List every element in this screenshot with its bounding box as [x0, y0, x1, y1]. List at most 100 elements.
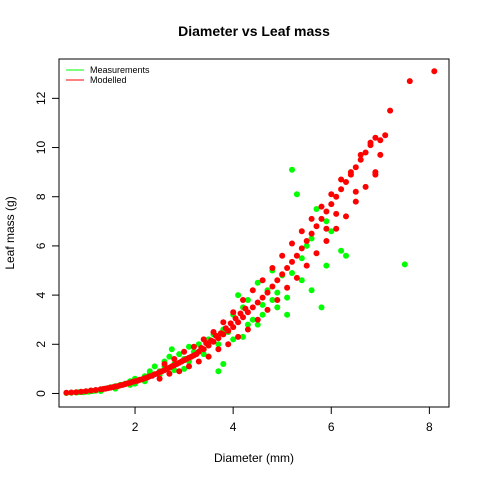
- legend-label-modelled: Modelled: [90, 75, 127, 85]
- data-point-measurements-30: [186, 343, 192, 350]
- legend: Measurements Modelled: [61, 61, 165, 89]
- y-tick-label-2: 2: [34, 341, 48, 348]
- data-point-modelled-120: [203, 340, 210, 347]
- data-point-modelled-110: [357, 151, 364, 158]
- data-point-modelled-116: [352, 188, 359, 195]
- data-point-modelled-136: [159, 368, 165, 375]
- legend-label-measurements: Measurements: [90, 65, 150, 75]
- x-axis: 2 4 6 8: [132, 407, 433, 434]
- data-point-measurements-54: [303, 242, 310, 249]
- data-point-measurements-74: [308, 287, 315, 294]
- data-point-modelled-91: [264, 306, 271, 313]
- x-axis-label: Diameter (mm): [214, 451, 294, 465]
- data-point-modelled-5: [87, 387, 94, 394]
- data-point-modelled-68: [431, 68, 438, 75]
- data-point-modelled-86: [240, 297, 246, 303]
- data-point-modelled-93: [274, 297, 281, 303]
- y-axis: 0 2 4 6 8 10 12: [34, 91, 59, 397]
- y-tick-label-10: 10: [34, 141, 48, 155]
- data-point-modelled-107: [343, 213, 349, 220]
- data-point-measurements-53: [298, 277, 305, 284]
- data-point-modelled-54: [328, 201, 335, 208]
- data-point-modelled-111: [362, 183, 369, 190]
- data-point-modelled-135: [193, 351, 200, 358]
- data-point-measurements-71: [269, 297, 276, 303]
- data-point-modelled-2: [73, 389, 80, 396]
- data-point-modelled-146: [110, 384, 116, 391]
- data-point-measurements-75: [323, 262, 330, 269]
- data-point-modelled-130: [168, 363, 175, 370]
- data-point-modelled-39: [254, 299, 261, 306]
- data-point-modelled-122: [213, 332, 219, 339]
- data-point-modelled-4: [83, 388, 89, 395]
- data-point-modelled-97: [293, 274, 300, 281]
- data-point-modelled-53: [323, 208, 330, 215]
- data-point-measurements-68: [220, 361, 227, 367]
- points-layer: [63, 68, 438, 396]
- chart-title: Diameter vs Leaf mass: [178, 23, 330, 39]
- data-point-modelled-98: [298, 228, 305, 235]
- data-point-measurements-60: [338, 247, 345, 254]
- data-point-modelled-125: [227, 320, 234, 327]
- data-point-measurements-69: [240, 333, 246, 340]
- data-point-measurements-61: [343, 252, 349, 259]
- data-point-modelled-123: [217, 330, 224, 337]
- data-point-modelled-108: [347, 169, 354, 176]
- data-point-modelled-48: [298, 245, 305, 252]
- data-point-measurements-86: [244, 321, 251, 328]
- data-point-measurements-43: [249, 316, 256, 323]
- data-point-measurements-64: [146, 368, 153, 375]
- data-point-measurements-28: [176, 351, 183, 358]
- data-point-modelled-114: [377, 151, 384, 158]
- data-point-modelled-65: [382, 132, 389, 139]
- data-point-modelled-147: [105, 385, 112, 392]
- data-point-modelled-104: [328, 191, 335, 198]
- data-point-modelled-89: [254, 316, 261, 323]
- data-point-modelled-55: [333, 193, 340, 200]
- data-point-modelled-85: [235, 333, 242, 340]
- data-point-measurements-89: [289, 270, 295, 276]
- data-point-modelled-129: [163, 365, 170, 372]
- data-point-modelled-137: [154, 370, 161, 377]
- data-point-modelled-67: [406, 78, 413, 85]
- data-point-modelled-118: [323, 225, 330, 232]
- data-point-modelled-145: [114, 383, 121, 390]
- data-point-measurements-56: [313, 206, 320, 212]
- data-point-modelled-70: [161, 361, 168, 367]
- data-point-modelled-83: [225, 341, 232, 348]
- data-point-modelled-138: [149, 372, 156, 379]
- plot-frame: [58, 58, 450, 408]
- data-point-modelled-84: [230, 309, 237, 316]
- data-point-modelled-96: [289, 240, 295, 247]
- data-point-measurements-59: [328, 228, 335, 235]
- series-modelled: [63, 68, 438, 396]
- data-point-measurements-22: [151, 363, 158, 370]
- data-point-modelled-87: [244, 326, 251, 333]
- data-point-modelled-50: [308, 230, 315, 237]
- data-point-modelled-103: [323, 238, 330, 244]
- data-point-modelled-61: [362, 149, 369, 156]
- data-point-modelled-74: [181, 348, 188, 355]
- data-point-modelled-100: [308, 215, 315, 222]
- data-point-measurements-62: [401, 261, 408, 268]
- data-point-modelled-142: [129, 378, 136, 385]
- data-point-modelled-41: [264, 289, 271, 296]
- data-point-measurements-66: [181, 365, 188, 372]
- data-point-modelled-77: [195, 358, 202, 365]
- data-point-measurements-70: [254, 321, 261, 328]
- data-point-measurements-87: [259, 301, 266, 308]
- legend-box: [61, 61, 165, 89]
- data-point-measurements-26: [168, 346, 175, 353]
- data-point-modelled-126: [232, 315, 239, 322]
- data-point-modelled-40: [259, 294, 266, 301]
- data-point-modelled-109: [352, 198, 359, 205]
- data-point-measurements-57: [318, 304, 325, 311]
- data-point-measurements-88: [274, 289, 281, 296]
- data-point-modelled-75: [186, 363, 192, 370]
- data-point-modelled-112: [367, 139, 374, 146]
- data-point-modelled-139: [144, 374, 151, 381]
- data-point-modelled-44: [279, 271, 286, 278]
- data-point-modelled-127: [237, 310, 244, 317]
- data-point-modelled-95: [284, 284, 291, 291]
- data-point-modelled-59: [352, 164, 359, 171]
